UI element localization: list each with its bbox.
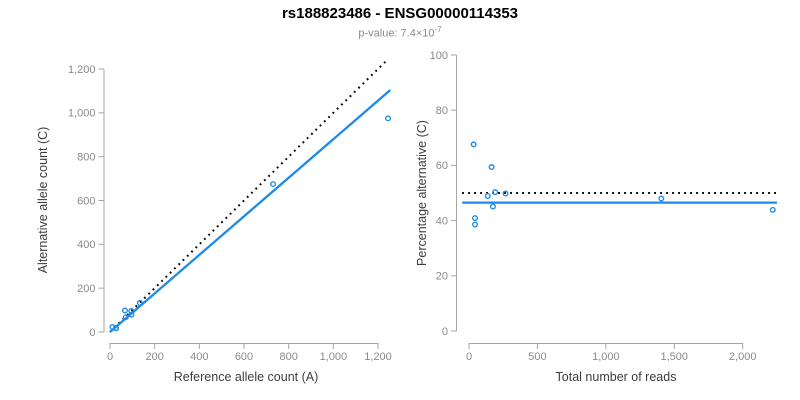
right-plot-generated: 0 500 1,000 1,500 2,000 0 20 40 60 80 100 [430, 50, 777, 363]
x-tick-label: 1,500 [661, 351, 689, 363]
y-tick-label: 1,000 [68, 108, 96, 120]
p-value-exponent: -7 [434, 25, 442, 34]
y-tick-label: 200 [77, 283, 95, 295]
x-tick-label: 1,000 [320, 351, 348, 363]
y-tick-label: 400 [77, 239, 95, 251]
y-tick-label: 100 [430, 50, 448, 62]
p-value-subtitle: p-value: 7.4×10-7 [0, 25, 800, 40]
y-tick-label: 600 [77, 195, 95, 207]
data-point[interactable] [128, 311, 135, 318]
data-point[interactable] [472, 221, 479, 228]
data-point[interactable] [122, 314, 129, 321]
x-tick-label: 600 [235, 351, 253, 363]
data-point[interactable] [658, 195, 665, 202]
left-plot-generated: 0 200 400 600 800 1,000 1,200 0 200 400 600 800 1,00… [68, 59, 392, 363]
chart-title: rs188823486 - ENSG00000114353 [281, 5, 519, 22]
data-point[interactable] [270, 181, 277, 188]
x-tick-label: 1,200 [364, 351, 392, 363]
data-point[interactable] [385, 115, 392, 122]
y-tick-label: 20 [436, 271, 448, 283]
data-point[interactable] [489, 203, 496, 210]
data-point[interactable] [488, 164, 495, 171]
data-point[interactable] [113, 325, 120, 332]
data-point[interactable] [769, 206, 776, 213]
y-tick-label: 1,200 [68, 64, 96, 76]
data-point[interactable] [470, 141, 477, 148]
x-tick-label: 0 [466, 351, 472, 363]
y-tick-label: 60 [436, 160, 448, 172]
fit-line [109, 89, 392, 333]
left-plot: 0 200 400 600 800 1,000 1,200 0 200 400 600 800 1,00… [36, 59, 392, 384]
left-x-axis-label: Reference allele count (A) [174, 370, 319, 384]
data-point[interactable] [128, 307, 135, 314]
x-tick-label: 200 [145, 351, 163, 363]
x-tick-label: 2,000 [729, 351, 757, 363]
right-x-axis-label: Total number of reads [556, 370, 677, 384]
data-point[interactable] [121, 307, 128, 314]
x-tick-label: 1,000 [592, 351, 620, 363]
identity-line [109, 59, 388, 333]
y-tick-label: 800 [77, 151, 95, 163]
x-tick-label: 400 [190, 351, 208, 363]
x-tick-label: 0 [107, 351, 113, 363]
data-point[interactable] [492, 189, 499, 196]
right-y-axis-label: Percentage alternative (C) [415, 120, 429, 266]
data-point[interactable] [502, 190, 509, 197]
right-plot: 0 500 1,000 1,500 2,000 0 20 40 60 80 100 Total nu… [415, 50, 777, 384]
y-tick-label: 80 [436, 105, 448, 117]
x-tick-label: 800 [279, 351, 297, 363]
data-point[interactable] [472, 215, 479, 222]
data-point[interactable] [484, 193, 491, 200]
x-tick-label: 500 [528, 351, 546, 363]
y-tick-label: 0 [442, 326, 448, 338]
data-point[interactable] [136, 299, 143, 306]
y-tick-label: 40 [436, 215, 448, 227]
p-value-text: p-value: 7.4×10 [358, 27, 435, 40]
y-tick-label: 0 [89, 327, 95, 339]
left-y-axis-label: Alternative allele count (C) [36, 127, 50, 274]
